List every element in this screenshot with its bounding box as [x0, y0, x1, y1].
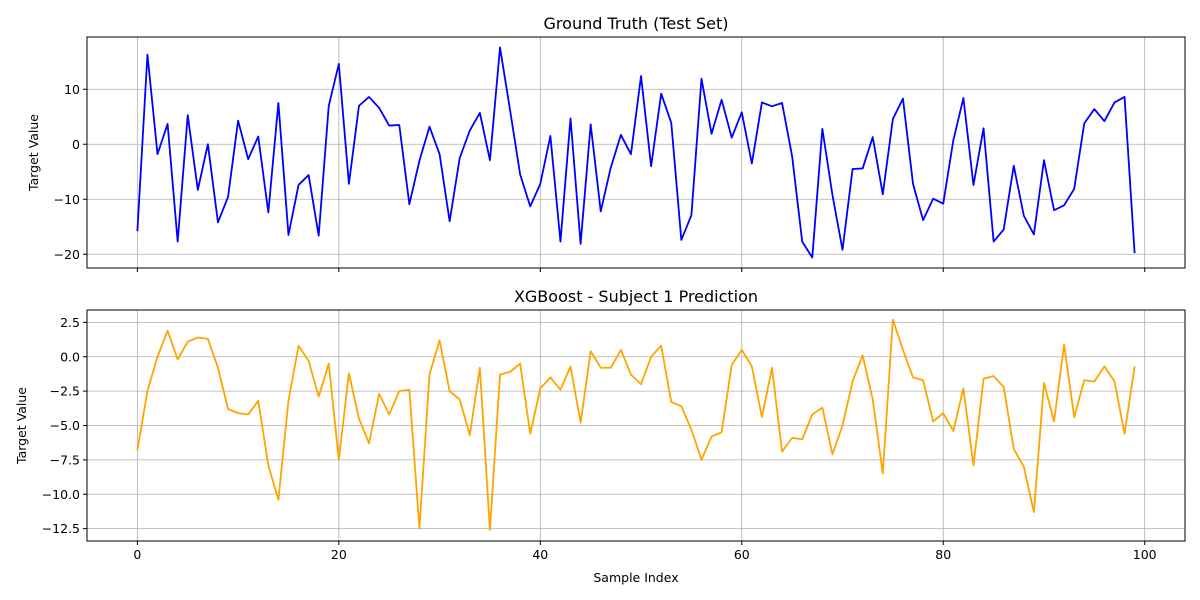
y-axis-label: Target Value: [26, 114, 41, 192]
x-tick-label: 100: [1133, 547, 1157, 562]
y-tick-label: 2.5: [60, 315, 80, 330]
x-tick-label: 0: [133, 547, 141, 562]
chart-title: Ground Truth (Test Set): [544, 14, 729, 33]
plot-frame: [86, 36, 1186, 269]
subplot-2: 0 20 40 60 80 100 2.5 0.0 −2.5 −5.0 −7.5 −10.0 −12.5…: [14, 287, 1186, 585]
y-tick-label: 10: [64, 82, 80, 97]
x-tick-label: 40: [532, 547, 548, 562]
y-axis-label: Target Value: [14, 387, 29, 465]
y-tick-label: −7.5: [50, 452, 80, 467]
y-tick-label: 0: [72, 137, 80, 152]
y-tick-label: −2.5: [50, 384, 80, 399]
y-tick-label: −12.5: [42, 521, 80, 536]
x-axis-label: Sample Index: [593, 570, 678, 585]
y-tick-label: −10: [54, 192, 80, 207]
y-tick-label: −20: [54, 247, 80, 262]
y-tick-label: −10.0: [42, 487, 80, 502]
chart-title: XGBoost - Subject 1 Prediction: [514, 287, 758, 306]
y-tick-label: 0.0: [60, 349, 80, 364]
x-tick-label: 60: [734, 547, 750, 562]
x-tick-label: 80: [935, 547, 951, 562]
series-line: [136, 318, 1136, 531]
y-tick-label: −5.0: [50, 418, 80, 433]
x-tick-label: 20: [331, 547, 347, 562]
subplot-1: −20 −10 0 10 Ground Truth (Test Set) Target V…: [26, 14, 1186, 272]
series-line: [136, 46, 1136, 259]
